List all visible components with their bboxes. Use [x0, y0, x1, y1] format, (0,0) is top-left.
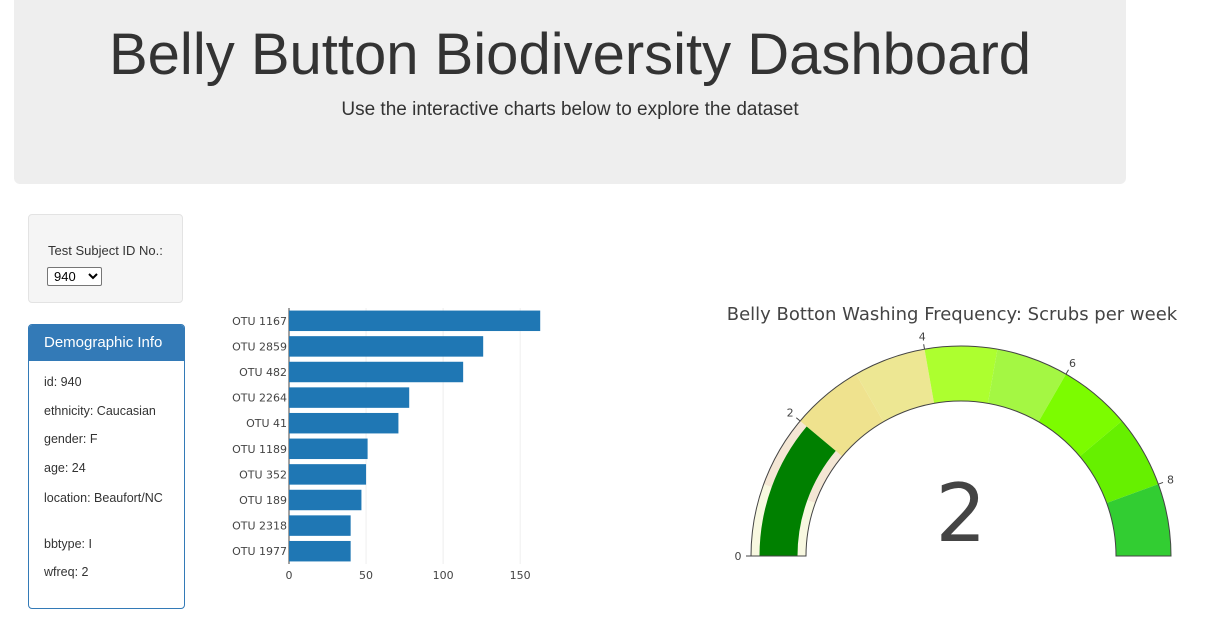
demographic-panel-heading: Demographic Info: [29, 325, 184, 361]
subject-selector-label: Test Subject ID No.:: [48, 243, 163, 258]
demographic-panel: Demographic Info id: 940 ethnicity: Cauc…: [28, 324, 185, 609]
otu-bar-chart: 0 50 100 150 OTU 1167 OTU 2859 OTU 482 OTU 2264…: [232, 308, 541, 582]
gauge-step: [1106, 484, 1171, 556]
bar: [289, 438, 368, 460]
bar: [289, 489, 362, 511]
gauge-value-number: 2: [936, 467, 987, 560]
bar: [289, 336, 484, 357]
subject-selector-well: Test Subject ID No.: 940: [28, 214, 183, 303]
bar: [289, 515, 351, 536]
y-tick-label: OTU 2318: [232, 520, 287, 533]
gauge-outline: [750, 345, 1172, 557]
gauge-tick: [795, 417, 801, 422]
bar: [289, 310, 541, 332]
gauge-tick: [923, 344, 926, 350]
y-tick-label: OTU 1167: [232, 315, 287, 328]
y-tick-label: OTU 1977: [232, 545, 287, 558]
demographic-id: id: 940: [44, 375, 82, 389]
y-tick-label: OTU 41: [246, 417, 287, 430]
gauge-tick-label: 6: [1069, 357, 1076, 370]
bar: [289, 464, 367, 485]
bar: [289, 412, 399, 434]
gauge-value-bar: [759, 426, 836, 556]
page-subtitle: Use the interactive charts below to expl…: [341, 99, 799, 120]
demographic-location: location: Beaufort/NC: [44, 491, 163, 505]
y-tick-label: OTU 482: [239, 366, 287, 379]
demographic-ethnicity: ethnicity: Caucasian: [44, 404, 156, 418]
gauge-step: [856, 349, 935, 422]
demographic-panel-body: id: 940 ethnicity: Caucasian gender: F a…: [29, 361, 184, 589]
page-title: Belly Button Biodiversity Dashboard: [108, 22, 1032, 87]
gauge-tick: [1065, 369, 1069, 375]
gauge-tick-label: 2: [787, 407, 794, 420]
x-tick-label: 0: [286, 569, 293, 582]
demographic-wfreq: wfreq: 2: [44, 565, 89, 579]
bar: [289, 540, 351, 562]
gauge-step: [1079, 421, 1159, 503]
gauge-step: [987, 349, 1066, 422]
x-tick-label: 50: [359, 569, 373, 582]
gauge-tick-label: 8: [1167, 474, 1174, 487]
x-tick-label: 150: [510, 569, 531, 582]
y-tick-label: OTU 352: [239, 468, 287, 481]
y-tick-label: OTU 1189: [232, 443, 287, 456]
washing-frequency-gauge: Belly Botton Washing Frequency: Scrubs p…: [727, 304, 1178, 563]
gauge-step: [924, 346, 998, 404]
gauge-tick-label: 4: [919, 330, 926, 343]
subject-id-select[interactable]: 940: [47, 267, 102, 286]
y-tick-label: OTU 189: [239, 494, 287, 507]
gauge-tick: [1158, 481, 1164, 485]
x-tick-label: 100: [433, 569, 454, 582]
bar: [289, 361, 464, 383]
bar: [289, 387, 410, 408]
header-jumbotron: Belly Button Biodiversity Dashboard Use …: [14, 0, 1126, 184]
demographic-bbtype: bbtype: I: [44, 537, 92, 551]
y-tick-label: OTU 2859: [232, 340, 287, 353]
gauge-tick-label: 0: [735, 550, 742, 563]
y-tick-label: OTU 2264: [232, 392, 287, 405]
gauge-title: Belly Botton Washing Frequency: Scrubs p…: [727, 304, 1178, 325]
demographic-age: age: 24: [44, 461, 86, 475]
demographic-gender: gender: F: [44, 432, 98, 446]
